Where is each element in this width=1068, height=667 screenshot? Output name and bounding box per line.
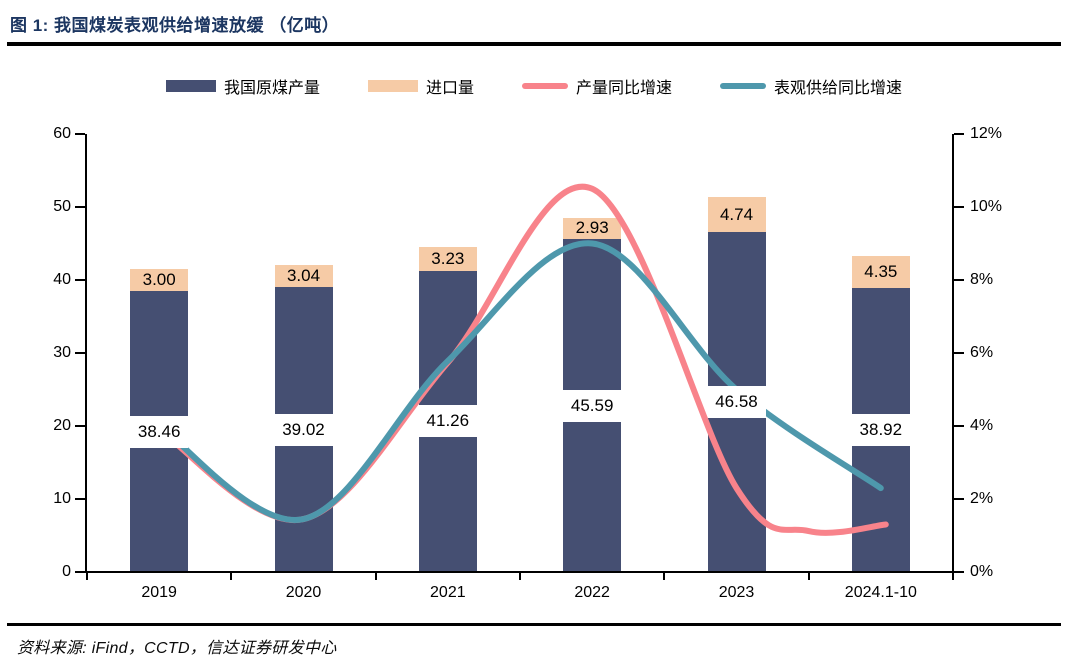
x-axis-tick: [807, 572, 810, 580]
y-axis-left-tick: [75, 279, 85, 281]
production-yoy-line-swatch: [522, 83, 568, 89]
production-value-label: 45.59: [563, 389, 622, 422]
production-bar-swatch: [165, 80, 216, 92]
legend-label-production: 我国原煤产量: [223, 80, 320, 97]
title-rule: [7, 42, 1061, 46]
y-axis-right-tick: [954, 352, 964, 354]
import-value-label: 2.93: [575, 218, 609, 238]
apparent-supply-yoy-line: [156, 240, 884, 523]
figure-title: 图 1: 我国煤炭表观供给增速放缓 （亿吨）: [10, 16, 340, 35]
x-axis-tick: [663, 572, 666, 580]
legend-item-production-yoy-line: 产量同比增速: [522, 74, 672, 98]
y-axis-left-tick-label: 60: [53, 125, 71, 142]
y-axis-right-tick: [954, 498, 964, 500]
production-value-label: 46.58: [707, 385, 766, 418]
import-bar-swatch: [367, 80, 418, 92]
source-attribution: 资料来源: iFind，CCTD，信达证券研发中心: [17, 640, 337, 657]
x-axis-tick: [374, 572, 377, 580]
y-axis-right-tick: [954, 133, 964, 135]
x-axis-line: [77, 571, 953, 573]
y-axis-left-tick-label: 40: [53, 271, 71, 288]
y-axis-left-line: [85, 134, 87, 572]
y-axis-left-tick: [75, 571, 85, 573]
y-axis-left-tick: [75, 206, 85, 208]
y-axis-left-tick-label: 10: [53, 490, 71, 507]
production-value-label: 38.46: [130, 415, 189, 448]
import-value-label: 3.00: [142, 270, 176, 290]
chart-legend: 我国原煤产量 进口量 产量同比增速 表观供给同比增速: [0, 74, 1068, 98]
import-value-label: 4.74: [719, 204, 754, 224]
y-axis-left-tick: [75, 352, 85, 354]
legend-label-production-yoy: 产量同比增速: [576, 80, 673, 97]
legend-item-import-bar: 进口量: [367, 74, 474, 98]
x-axis-tick: [86, 572, 88, 580]
y-axis-left-tick: [75, 133, 85, 135]
production-value-label: 38.92: [851, 413, 910, 446]
apparent-supply-yoy-line-swatch: [720, 83, 767, 89]
x-axis-category-label: 2023: [718, 584, 755, 601]
y-axis-right-tick: [954, 206, 964, 208]
y-axis-left-tick: [75, 425, 85, 427]
legend-item-apparent-supply-yoy-line: 表观供给同比增速: [720, 74, 902, 98]
production-value-label: 39.02: [274, 413, 333, 446]
x-axis-category-label: 2021: [430, 584, 466, 601]
y-axis-left-tick-label: 20: [53, 417, 71, 434]
import-value-label: 3.04: [286, 266, 321, 286]
footer-rule: [7, 623, 1061, 626]
y-axis-right-tick: [954, 425, 964, 427]
y-axis-right-tick-label: 0%: [970, 563, 994, 580]
y-axis-right-tick: [954, 279, 964, 281]
x-axis-category-label: 2024.1-10: [844, 584, 917, 601]
import-value-label: 3.23: [431, 249, 465, 268]
y-axis-left-tick-label: 30: [53, 344, 71, 361]
x-axis-category-label: 2020: [285, 584, 322, 601]
y-axis-left-tick-label: 0: [62, 563, 71, 580]
legend-label-apparent-supply-yoy: 表观供给同比增速: [774, 80, 903, 97]
x-axis-category-label: 2022: [574, 584, 610, 601]
legend-label-import: 进口量: [425, 80, 474, 97]
production-yoy-line: [156, 183, 889, 536]
y-axis-right-tick-label: 4%: [970, 417, 994, 434]
y-axis-right-tick-label: 12%: [970, 125, 1003, 142]
legend-item-production-bar: 我国原煤产量: [165, 74, 320, 98]
x-axis-category-label: 2019: [141, 584, 177, 601]
x-axis-tick: [952, 572, 954, 580]
x-axis-tick: [519, 572, 521, 580]
y-axis-right-tick: [954, 571, 964, 573]
import-value-label: 4.35: [864, 262, 898, 281]
y-axis-right-tick-label: 6%: [970, 344, 994, 361]
y-axis-left-tick-label: 50: [53, 198, 71, 215]
y-axis-right-line: [952, 134, 954, 572]
y-axis-left-tick: [75, 498, 85, 500]
production-value-label: 41.26: [418, 405, 477, 438]
y-axis-right-tick-label: 2%: [970, 490, 994, 507]
x-axis-tick: [230, 572, 233, 580]
y-axis-right-tick-label: 10%: [970, 198, 1003, 215]
y-axis-right-tick-label: 8%: [970, 271, 994, 288]
